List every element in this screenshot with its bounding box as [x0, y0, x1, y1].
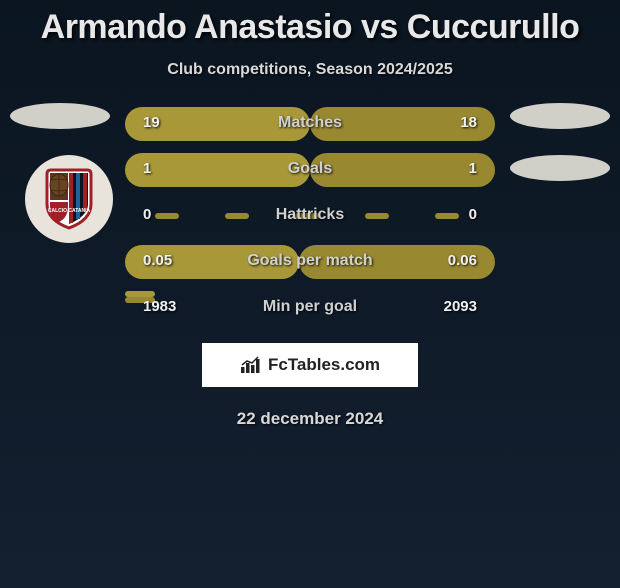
stat-row: Hattricks0 0 [125, 199, 495, 233]
stat-label: Hattricks [125, 206, 495, 224]
subtitle: Club competitions, Season 2024/2025 [0, 61, 620, 79]
stat-value-right: 0.06 [448, 252, 477, 269]
stat-label: Goals [125, 160, 495, 178]
stat-value-right: 2093 [444, 298, 477, 315]
stat-value-left: 19 [143, 114, 160, 131]
stat-row: Min per goal1983 2093 [125, 291, 495, 325]
page-title: Armando Anastasio vs Cuccurullo [0, 8, 620, 47]
stat-value-left: 1 [143, 160, 151, 177]
player-right-club-placeholder [510, 155, 610, 181]
date-label: 22 december 2024 [0, 409, 620, 429]
stat-value-right: 0 [469, 206, 477, 223]
comparison-content: CALCIO CATANIA Matches19 18 Goals1 1 Hattric… [0, 107, 620, 325]
stat-label: Min per goal [125, 298, 495, 316]
stat-label: Goals per match [125, 252, 495, 270]
stat-value-left: 0 [143, 206, 151, 223]
stat-value-left: 0.05 [143, 252, 172, 269]
stat-row: Goals per match0.05 0.06 [125, 245, 495, 279]
stat-row: Goals1 1 [125, 153, 495, 187]
stat-row: Matches19 18 [125, 107, 495, 141]
shield-icon: CALCIO CATANIA [43, 168, 95, 230]
stat-label: Matches [125, 114, 495, 132]
player-left-avatar-placeholder [10, 103, 110, 129]
stat-value-left: 1983 [143, 298, 176, 315]
svg-text:CALCIO CATANIA: CALCIO CATANIA [48, 208, 91, 214]
club-badge-left: CALCIO CATANIA [25, 155, 113, 243]
logo-text: FcTables.com [268, 355, 380, 375]
fctables-logo: FcTables.com [202, 343, 418, 387]
player-right-avatar-placeholder [510, 103, 610, 129]
stat-value-right: 18 [460, 114, 477, 131]
bar-chart-icon [240, 356, 262, 374]
stats-bars: Matches19 18 Goals1 1 Hattricks0 0 Goals per m… [125, 107, 495, 325]
stat-value-right: 1 [469, 160, 477, 177]
